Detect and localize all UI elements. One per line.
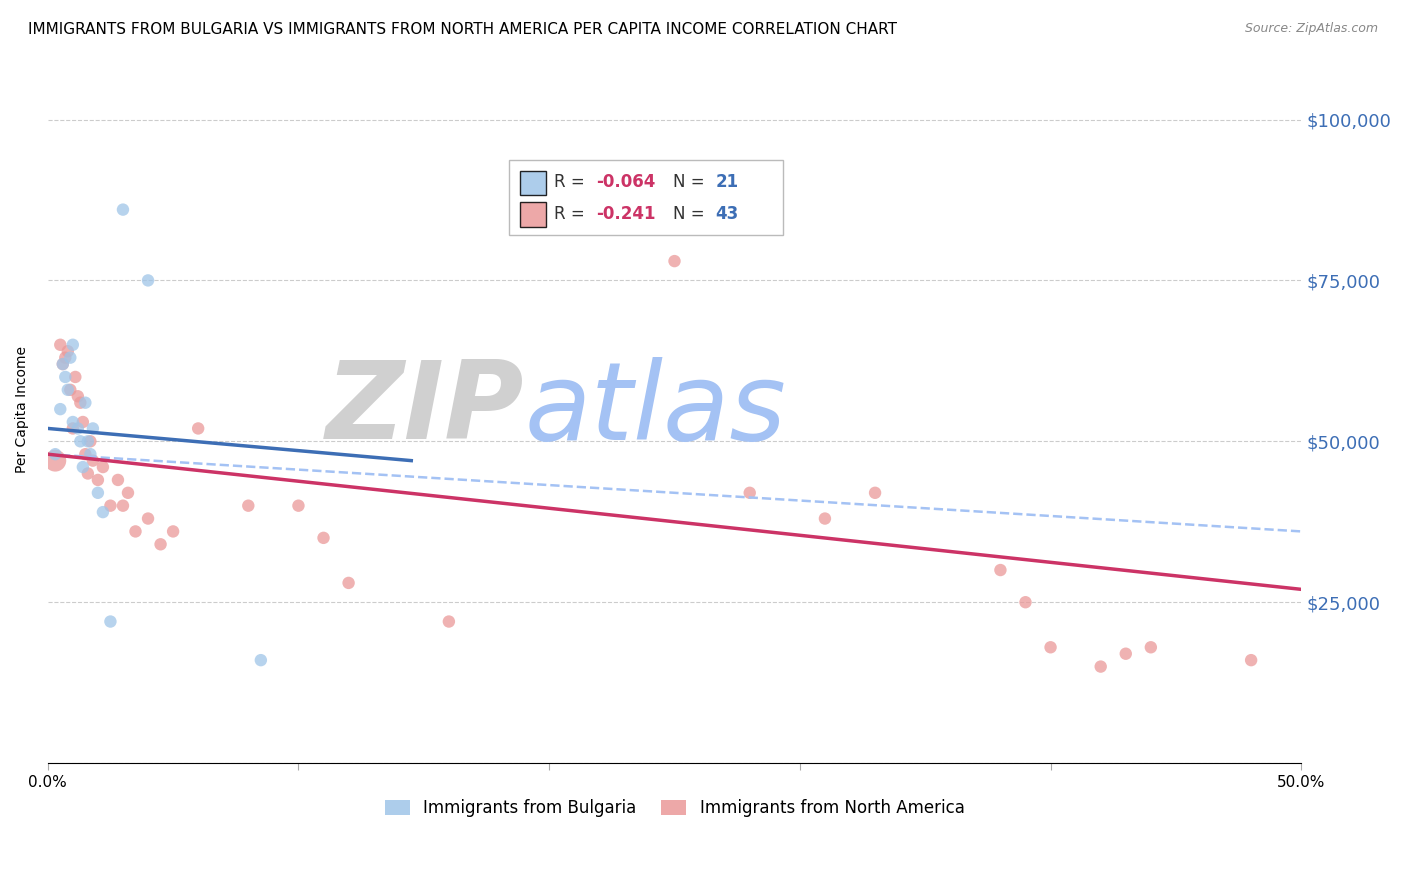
Point: [990, 563, 1012, 577]
Text: N =: N =: [673, 173, 710, 191]
Text: IMMIGRANTS FROM BULGARIA VS IMMIGRANTS FROM NORTH AMERICA PER CAPITA INCOME CORR: IMMIGRANTS FROM BULGARIA VS IMMIGRANTS F…: [28, 22, 897, 37]
Point: [76, 467, 98, 481]
Text: -0.064: -0.064: [596, 173, 655, 191]
Text: 43: 43: [716, 205, 740, 223]
Point: [238, 499, 260, 513]
Point: [738, 485, 761, 500]
Point: [91, 460, 114, 475]
Point: [1240, 653, 1263, 667]
Point: [82, 421, 104, 435]
Point: [56, 344, 79, 359]
Text: ZIP: ZIP: [326, 356, 524, 462]
Point: [72, 415, 94, 429]
Point: [75, 447, 97, 461]
Point: [53, 351, 76, 365]
Point: [538, 190, 561, 204]
Point: [87, 485, 110, 500]
Point: [814, 511, 837, 525]
Point: [66, 421, 89, 435]
Point: [69, 395, 91, 409]
Point: [79, 447, 101, 461]
Point: [1140, 640, 1163, 655]
Text: Source: ZipAtlas.com: Source: ZipAtlas.com: [1244, 22, 1378, 36]
Point: [52, 357, 75, 371]
Point: [53, 370, 76, 384]
Point: [66, 389, 89, 403]
Point: [65, 370, 87, 384]
Point: [62, 421, 84, 435]
Text: R =: R =: [554, 173, 591, 191]
Point: [250, 653, 273, 667]
Point: [100, 499, 122, 513]
Point: [72, 460, 94, 475]
Point: [162, 524, 184, 539]
Text: -0.241: -0.241: [596, 205, 655, 223]
Point: [1039, 640, 1062, 655]
Point: [62, 415, 84, 429]
Point: [75, 395, 97, 409]
Point: [111, 202, 134, 217]
Point: [337, 575, 360, 590]
Point: [91, 505, 114, 519]
Point: [312, 531, 335, 545]
Point: [100, 615, 122, 629]
Y-axis label: Per Capita Income: Per Capita Income: [15, 345, 30, 473]
Point: [79, 434, 101, 449]
Text: 21: 21: [716, 173, 738, 191]
Point: [117, 485, 139, 500]
Text: N =: N =: [673, 205, 710, 223]
Point: [44, 447, 66, 461]
Point: [1115, 647, 1137, 661]
Point: [136, 511, 159, 525]
Point: [52, 357, 75, 371]
Point: [1014, 595, 1036, 609]
Point: [664, 254, 686, 268]
Point: [69, 434, 91, 449]
Point: [59, 383, 82, 397]
Point: [82, 453, 104, 467]
Point: [87, 473, 110, 487]
Point: [287, 499, 309, 513]
Point: [56, 383, 79, 397]
Point: [437, 615, 460, 629]
Point: [111, 499, 134, 513]
Point: [187, 421, 209, 435]
Point: [1090, 659, 1112, 673]
Legend: Immigrants from Bulgaria, Immigrants from North America: Immigrants from Bulgaria, Immigrants fro…: [377, 791, 973, 826]
Point: [62, 338, 84, 352]
Point: [59, 351, 82, 365]
Point: [49, 402, 72, 417]
Point: [44, 453, 66, 467]
Point: [136, 273, 159, 287]
Point: [76, 434, 98, 449]
Point: [863, 485, 886, 500]
Point: [149, 537, 172, 551]
Point: [124, 524, 146, 539]
Text: R =: R =: [554, 205, 591, 223]
Text: atlas: atlas: [524, 357, 786, 462]
Point: [49, 338, 72, 352]
Point: [107, 473, 129, 487]
